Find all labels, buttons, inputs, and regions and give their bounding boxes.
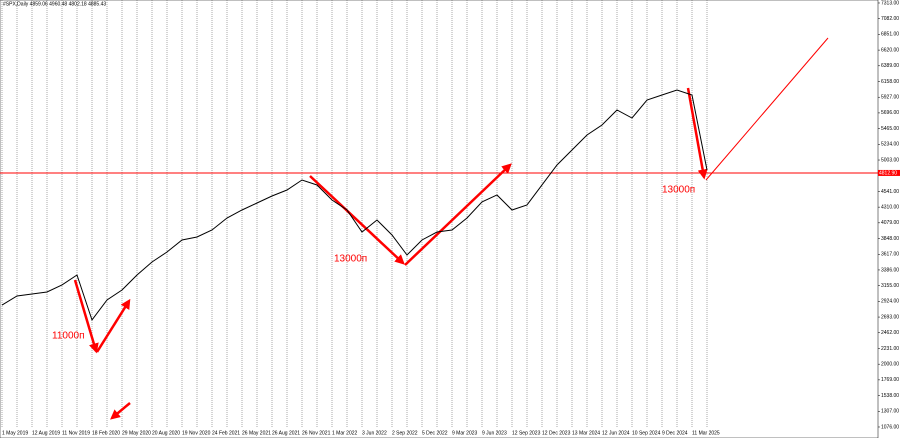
projection-line [705, 37, 829, 181]
arrow [404, 163, 512, 266]
x-tick-label: 3 Jun 2022 [362, 430, 387, 436]
y-tick-label: 5003.00 [881, 157, 899, 163]
x-tick-label: 12 Jun 2024 [602, 430, 630, 436]
y-tick-label: 5465.00 [881, 126, 899, 132]
x-tick-label: 13 Mar 2024 [572, 430, 600, 436]
price-label-box [878, 169, 900, 176]
y-tick-label: 2693.00 [881, 314, 899, 320]
y-tick-label: 5927.00 [881, 95, 899, 101]
annotation: 13000п [334, 254, 367, 265]
y-tick-label: 2924.00 [881, 299, 899, 305]
y-tick-label: 4310.00 [881, 204, 899, 210]
y-tick-label: 5234.00 [881, 142, 899, 148]
x-tick-label: 26 Aug 2021 [272, 430, 300, 436]
x-tick-label: 2 Sep 2022 [392, 430, 418, 436]
y-tick-label: 4541.00 [881, 189, 899, 195]
annotation: 13000п [662, 185, 695, 196]
price-line [1, 89, 708, 322]
chart-title: #SPX,Daily 4859.06 4960.48 4802.18 4885.… [3, 1, 106, 7]
x-tick-label: 1 May 2019 [2, 430, 28, 436]
y-tick-label: 7313.00 [881, 0, 899, 6]
y-tick-label: 2231.00 [881, 346, 899, 352]
x-tick-label: 11 Nov 2019 [62, 430, 90, 436]
price-label: 4812.90 [879, 170, 897, 176]
y-tick-label: 2462.00 [881, 330, 899, 336]
y-tick-label: 6851.00 [881, 32, 899, 38]
annotation: 11000п [52, 331, 84, 342]
x-tick-label: 26 Nov 2021 [302, 430, 331, 436]
x-tick-label: 12 Sep 2023 [512, 430, 541, 436]
x-tick-label: 12 Dec 2023 [542, 430, 571, 436]
x-tick-label: 24 Feb 2021 [212, 430, 240, 436]
x-tick-label: 1 Mar 2022 [332, 430, 358, 436]
x-tick-label: 10 Sep 2024 [632, 430, 661, 436]
y-tick-label: 1769.00 [881, 377, 899, 383]
arrow [686, 87, 708, 180]
arrow [73, 279, 99, 354]
y-tick-label: 5696.00 [881, 110, 899, 116]
x-tick-label: 29 May 2020 [122, 430, 151, 436]
y-tick-label: 1076.00 [881, 424, 899, 430]
y-tick-label: 6158.00 [881, 79, 899, 85]
y-tick-label: 6389.00 [881, 63, 899, 69]
x-tick-label: 11 Mar 2025 [692, 430, 720, 436]
x-tick-label: 26 May 2021 [242, 430, 271, 436]
y-tick-label: 1307.00 [881, 409, 899, 415]
x-tick-label: 9 Jun 2023 [482, 430, 507, 436]
y-tick-label: 1538.00 [881, 393, 899, 399]
x-tick-label: 19 Nov 2020 [182, 430, 211, 436]
y-tick-label: 3386.00 [881, 267, 899, 273]
y-tick-label: 4079.00 [881, 220, 899, 226]
x-tick-label: 20 Aug 2020 [152, 430, 180, 436]
y-tick-label: 3155.00 [881, 283, 899, 289]
y-tick-label: 7082.00 [881, 16, 899, 22]
y-tick-label: 6620.00 [881, 47, 899, 53]
x-tick-label: 9 Dec 2024 [662, 430, 688, 436]
x-tick-label: 12 Aug 2019 [32, 430, 60, 436]
arrow [309, 175, 405, 265]
arrow [95, 298, 131, 353]
x-tick-label: 5 Dec 2022 [422, 430, 448, 436]
plot-frame [0, 0, 879, 439]
x-tick-label: 9 Mar 2023 [452, 430, 478, 436]
y-tick-label: 2000.00 [881, 362, 899, 368]
y-tick-label: 3848.00 [881, 236, 899, 242]
y-tick-label: 3617.00 [881, 252, 899, 258]
arrow [110, 402, 131, 420]
x-tick-label: 18 Feb 2020 [92, 430, 120, 436]
